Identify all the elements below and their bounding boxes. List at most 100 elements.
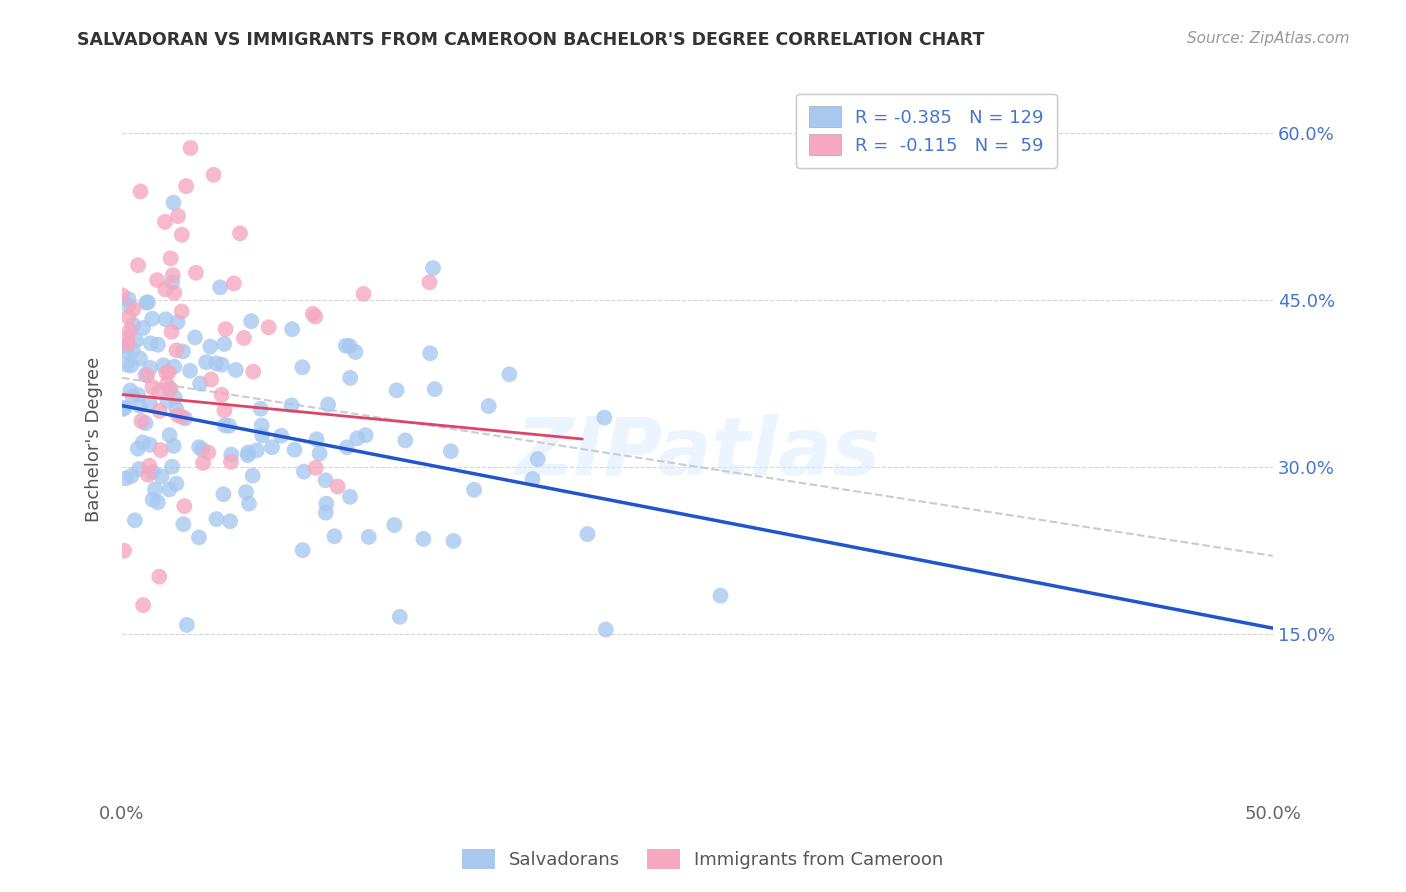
Point: [222, 277, 245, 291]
Point: [157, 483, 180, 497]
Point: [242, 365, 264, 379]
Point: [165, 476, 187, 491]
Point: [212, 487, 235, 501]
Point: [142, 492, 165, 507]
Legend: R = -0.385   N = 129, R =  -0.115   N =  59: R = -0.385 N = 129, R = -0.115 N = 59: [796, 94, 1057, 168]
Point: [160, 325, 183, 339]
Point: [316, 397, 339, 411]
Point: [134, 416, 156, 430]
Point: [163, 391, 186, 405]
Point: [353, 286, 375, 301]
Point: [238, 497, 260, 511]
Point: [115, 344, 138, 359]
Point: [315, 473, 337, 487]
Point: [148, 384, 170, 399]
Point: [162, 195, 184, 210]
Point: [195, 355, 218, 369]
Point: [440, 444, 463, 458]
Point: [139, 360, 162, 375]
Point: [121, 389, 143, 403]
Point: [162, 268, 184, 282]
Point: [214, 403, 236, 417]
Point: [143, 483, 166, 497]
Point: [249, 401, 271, 416]
Point: [339, 339, 361, 353]
Point: [344, 345, 367, 359]
Point: [385, 384, 408, 398]
Point: [146, 273, 169, 287]
Point: [114, 401, 136, 415]
Point: [423, 382, 446, 396]
Point: [443, 533, 465, 548]
Point: [336, 440, 359, 454]
Point: [211, 358, 233, 372]
Point: [167, 408, 190, 422]
Point: [291, 543, 314, 558]
Point: [205, 512, 228, 526]
Point: [218, 418, 240, 433]
Point: [304, 310, 326, 324]
Point: [136, 295, 159, 310]
Point: [346, 431, 368, 445]
Point: [174, 179, 197, 194]
Point: [172, 517, 194, 532]
Point: [188, 440, 211, 454]
Point: [283, 442, 305, 457]
Point: [150, 469, 173, 483]
Point: [188, 530, 211, 544]
Point: [118, 323, 141, 337]
Point: [522, 472, 544, 486]
Point: [159, 381, 181, 395]
Point: [419, 346, 441, 360]
Point: [122, 301, 145, 316]
Point: [129, 351, 152, 366]
Point: [136, 368, 159, 383]
Point: [136, 467, 159, 482]
Text: ZIPatlas: ZIPatlas: [515, 415, 880, 492]
Point: [305, 460, 328, 475]
Point: [138, 458, 160, 473]
Point: [148, 404, 170, 418]
Point: [191, 442, 214, 457]
Point: [339, 371, 361, 385]
Point: [132, 598, 155, 612]
Point: [141, 380, 163, 394]
Point: [132, 435, 155, 450]
Point: [156, 377, 179, 392]
Point: [163, 285, 186, 300]
Point: [236, 448, 259, 462]
Point: [172, 344, 194, 359]
Point: [422, 260, 444, 275]
Point: [200, 372, 222, 386]
Point: [280, 398, 302, 412]
Point: [257, 320, 280, 334]
Point: [233, 331, 256, 345]
Point: [142, 465, 165, 479]
Point: [240, 314, 263, 328]
Point: [200, 340, 222, 354]
Point: [141, 311, 163, 326]
Point: [155, 282, 177, 296]
Point: [214, 418, 236, 433]
Point: [382, 518, 405, 533]
Point: [135, 295, 157, 310]
Point: [156, 393, 179, 408]
Point: [117, 336, 139, 351]
Point: [235, 485, 257, 500]
Point: [308, 446, 330, 460]
Point: [593, 410, 616, 425]
Point: [242, 468, 264, 483]
Point: [292, 465, 315, 479]
Point: [166, 315, 188, 329]
Point: [111, 288, 134, 302]
Point: [122, 318, 145, 332]
Point: [260, 440, 283, 454]
Text: SALVADORAN VS IMMIGRANTS FROM CAMEROON BACHELOR'S DEGREE CORRELATION CHART: SALVADORAN VS IMMIGRANTS FROM CAMEROON B…: [77, 31, 984, 49]
Point: [152, 359, 174, 373]
Point: [709, 589, 731, 603]
Point: [498, 368, 520, 382]
Point: [184, 266, 207, 280]
Point: [120, 384, 142, 398]
Point: [315, 506, 337, 520]
Point: [148, 569, 170, 583]
